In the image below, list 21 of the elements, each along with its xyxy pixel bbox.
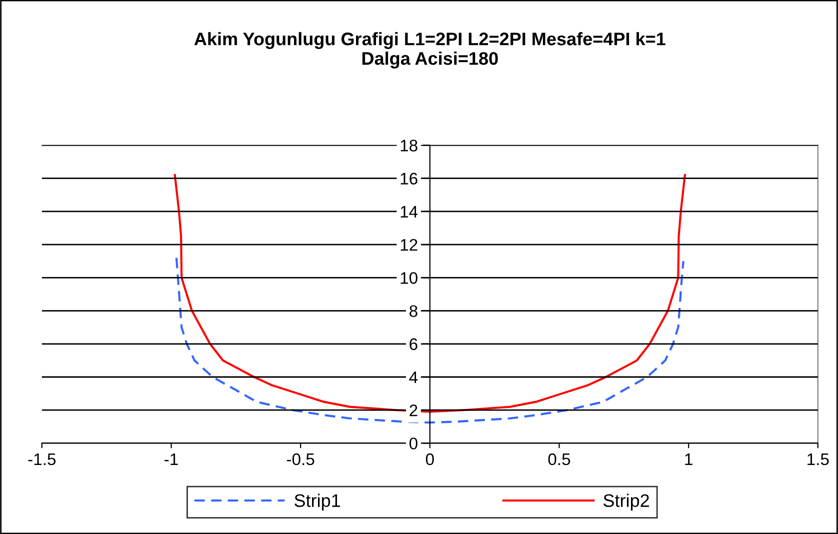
x-tick-label: 0 [426, 453, 434, 466]
y-tick-label: 8 [410, 305, 418, 317]
chart-title: Akim Yogunlugu Grafigi L1=2PI L2=2PI Mesafe=4PI k=1 Dalga Acisi=180 [194, 32, 666, 69]
x-tick-label: 0.5 [548, 453, 570, 466]
y-tick-label: 16 [400, 172, 418, 185]
y-tick-label: 14 [400, 206, 418, 218]
x-tick-label: -1 [164, 454, 178, 466]
x-tick-label: -0.5 [286, 453, 314, 466]
x-tick-label: -1.5 [28, 454, 56, 466]
y-tick-label: 12 [400, 238, 418, 251]
y-tick-label: 6 [410, 338, 418, 350]
legend-label: Strip1 [294, 494, 340, 511]
y-tick-label: 2 [410, 404, 418, 416]
x-tick-label: 1 [685, 454, 692, 466]
y-tick-label: 10 [400, 272, 418, 284]
line-series [175, 256, 684, 424]
y-tick-label: 0 [409, 438, 418, 450]
legend-label: Strip2 [604, 494, 649, 511]
x-tick-label: 1.5 [808, 454, 829, 466]
y-tick-label: 18 [400, 140, 418, 152]
y-tick-label: 4 [409, 372, 418, 384]
